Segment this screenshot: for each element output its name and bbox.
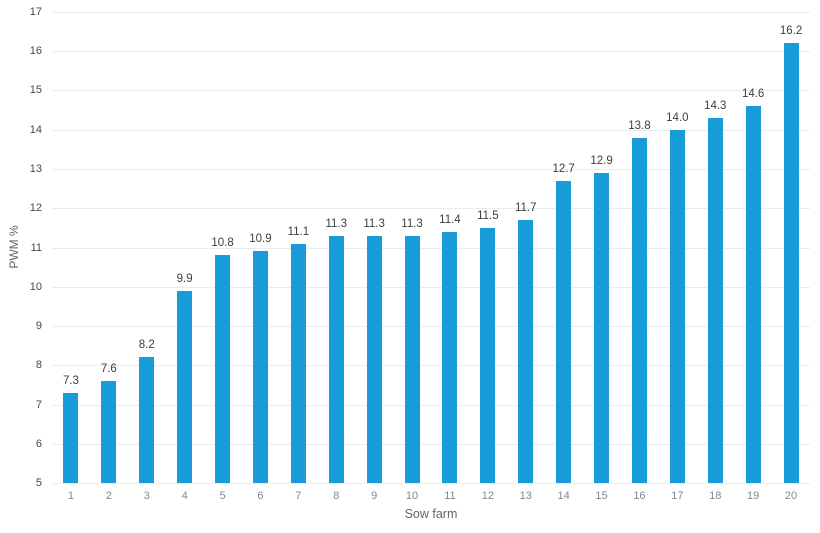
bar [783, 43, 799, 483]
bar [594, 172, 610, 483]
y-axis-tick-label: 13 [29, 162, 42, 175]
bar-value-label: 10.9 [249, 233, 272, 246]
bar [556, 180, 572, 483]
bar-value-label: 11.3 [363, 217, 385, 230]
y-axis-tick-label: 16 [29, 45, 42, 58]
bar [215, 255, 231, 483]
bar [290, 243, 306, 483]
bar-value-label: 11.5 [477, 209, 499, 222]
x-axis-tick-label: 3 [143, 490, 150, 502]
x-axis-tick-label: 10 [405, 490, 419, 502]
gridline [52, 365, 810, 367]
bar [631, 137, 647, 483]
x-axis-tick-label: 19 [747, 490, 760, 502]
y-axis-tick-label: 9 [35, 319, 42, 332]
bar [669, 129, 685, 483]
bar-value-label: 11.3 [325, 217, 348, 230]
gridline [52, 325, 810, 327]
x-axis-tick-label: 2 [105, 490, 112, 502]
gridline [52, 208, 810, 210]
x-axis-tick-label: 9 [371, 490, 378, 502]
x-axis-tick-label: 4 [181, 490, 188, 502]
y-axis-tick-label: 11 [30, 241, 42, 254]
x-axis-title: Sow farm [404, 507, 458, 521]
gridline [52, 51, 810, 53]
bar-value-label: 14.0 [666, 111, 689, 124]
bar-value-label: 14.3 [704, 99, 727, 112]
x-axis-tick-label: 14 [557, 490, 570, 502]
bar-value-label: 7.6 [100, 362, 117, 375]
x-axis-tick-label: 18 [709, 490, 722, 502]
y-axis-tick-label: 10 [29, 280, 42, 293]
bar-value-label: 7.3 [62, 374, 79, 387]
bar [480, 227, 496, 483]
y-axis-tick-label: 7 [35, 398, 42, 411]
gridline [52, 286, 810, 288]
gridline [52, 168, 810, 170]
bar-value-label: 13.8 [628, 119, 651, 132]
bar-value-label: 11.4 [439, 213, 461, 226]
bar-value-label: 12.9 [590, 154, 613, 167]
gridline [52, 12, 810, 13]
bar [139, 357, 155, 483]
x-axis-tick-label: 11 [444, 490, 456, 502]
bar-value-label: 9.9 [176, 272, 193, 285]
y-axis-tick-label: 12 [29, 202, 42, 215]
bar [745, 106, 761, 483]
bar [328, 235, 344, 483]
bar-value-label: 11.1 [287, 225, 310, 238]
bar [366, 235, 382, 483]
bar [63, 392, 79, 483]
bar [442, 231, 458, 483]
y-axis-tick-label: 17 [29, 6, 42, 18]
x-axis-tick-label: 5 [219, 490, 226, 502]
y-axis-tick-label: 14 [29, 123, 42, 136]
x-axis-tick-label: 17 [671, 490, 684, 502]
y-axis-tick-label: 5 [35, 477, 42, 489]
bar [518, 220, 534, 483]
y-axis-tick-label: 8 [35, 359, 42, 372]
x-axis-tick-label: 1 [67, 490, 75, 502]
bar [707, 117, 723, 483]
bar-value-label: 16.2 [779, 25, 803, 38]
bar-value-label: 8.2 [138, 339, 155, 352]
x-axis-tick-label: 15 [595, 490, 608, 502]
bar-value-label: 11.3 [401, 217, 423, 230]
x-axis-tick-label: 7 [295, 490, 302, 502]
bar [252, 251, 268, 483]
y-axis-tick-label: 6 [35, 437, 42, 450]
bar [177, 290, 193, 483]
gridline [52, 404, 810, 406]
x-axis-tick-label: 16 [633, 490, 646, 502]
gridline [52, 443, 810, 445]
x-axis-tick-label: 12 [481, 490, 494, 502]
bar-value-label: 12.7 [552, 162, 575, 175]
gridline [52, 90, 810, 92]
x-axis-tick-label: 6 [257, 490, 264, 502]
gridline [52, 247, 810, 249]
x-axis-tick-label: 8 [333, 490, 340, 502]
gridline [52, 129, 810, 131]
bar-value-label: 10.8 [211, 237, 234, 250]
bar-value-label: 14.6 [741, 88, 765, 101]
plot-area: 5 6 7 8 9 10 11 12 13 14 15 16 17 7.3 1 7.6 2 8.2 3 9.9 4 10.… [30, 6, 810, 502]
bar [101, 380, 117, 483]
y-axis-tick-label: 15 [29, 84, 42, 97]
x-axis-tick-label: 20 [784, 490, 798, 502]
gridline [52, 483, 810, 484]
bar [404, 235, 420, 483]
bar-value-label: 11.7 [514, 202, 537, 215]
x-axis-tick-label: 13 [519, 490, 532, 502]
